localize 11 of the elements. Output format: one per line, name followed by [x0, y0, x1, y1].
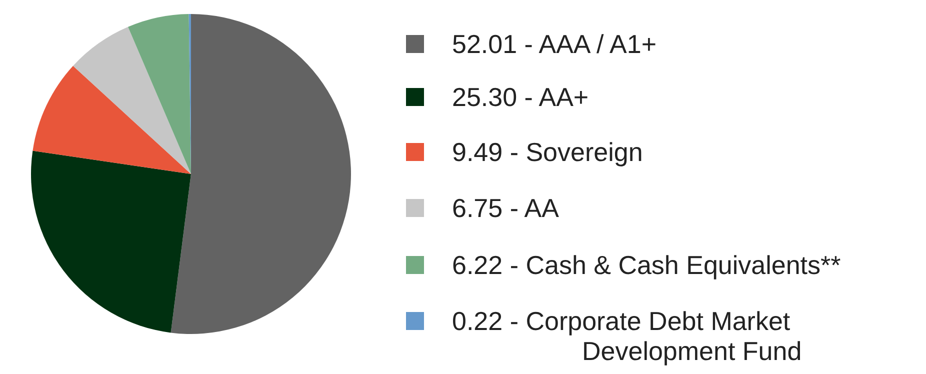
pie-slice	[128, 14, 191, 174]
legend-label: 6.22 - Cash & Cash Equivalents**	[452, 250, 841, 280]
pie-slice	[31, 150, 191, 333]
pie-slice	[170, 14, 351, 334]
legend-label: 9.49 - Sovereign	[452, 137, 643, 167]
legend-label: 6.75 - AA	[452, 193, 560, 223]
pie-slice	[73, 26, 191, 174]
pie-slice	[32, 66, 191, 174]
legend-label: 25.30 - AA+	[452, 82, 589, 112]
legend-label: 52.01 - AAA / A1+	[452, 29, 657, 59]
legend-label: 0.22 - Corporate Debt Market Development Fund	[452, 306, 802, 366]
